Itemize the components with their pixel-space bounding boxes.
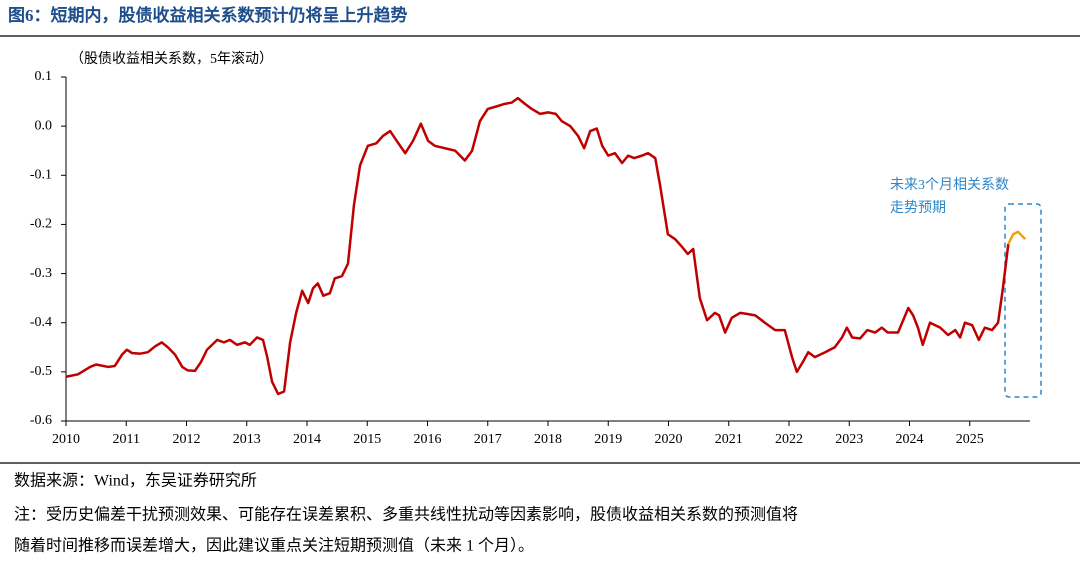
x-tick-label: 2019 — [594, 432, 622, 447]
x-tick-label: 2010 — [52, 432, 80, 447]
y-tick-label: 0.1 — [35, 69, 53, 84]
y-tick-label: -0.4 — [30, 315, 52, 330]
x-tick-label: 2011 — [113, 432, 140, 447]
note: 随着时间推移而误差增大，因此建议重点关注短期预测值（未来 1 个月）。 — [14, 537, 534, 555]
x-tick-label: 2025 — [956, 432, 984, 447]
x-tick-label: 2017 — [474, 432, 502, 447]
x-tick-label: 2021 — [715, 432, 743, 447]
x-tick-label: 2012 — [173, 432, 201, 447]
note: 注：受历史偏差干扰预测效果、可能存在误差累积、多重共线性扰动等因素影响，股债收益… — [14, 506, 798, 524]
x-tick-label: 2018 — [534, 432, 562, 447]
annotation: 走势预期 — [890, 200, 946, 216]
annotation: 未来3个月相关系数 — [890, 177, 1009, 193]
x-tick-label: 2016 — [414, 432, 442, 447]
series-line — [65, 96, 1010, 396]
y-tick-label: -0.1 — [30, 168, 52, 183]
y-tick-label: -0.6 — [30, 413, 52, 428]
x-tick-label: 2022 — [775, 432, 803, 447]
x-tick-label: 2024 — [896, 432, 924, 447]
x-tick-label: 2023 — [835, 432, 863, 447]
chart-title: 图6：短期内，股债收益相关系数预计仍将呈上升趋势 — [8, 5, 408, 25]
forecast-box — [1004, 203, 1042, 398]
x-tick-label: 2015 — [353, 432, 381, 447]
y-tick-label: -0.2 — [30, 217, 52, 232]
y-tick-label: -0.3 — [30, 266, 52, 281]
x-tick-label: 2014 — [293, 432, 321, 447]
y-tick-label: 0.0 — [35, 118, 53, 133]
source: 数据来源：Wind，东吴证券研究所 — [14, 472, 257, 490]
chart-subtitle: （股债收益相关系数，5年滚动） — [70, 50, 273, 67]
x-tick-label: 2020 — [655, 432, 683, 447]
y-tick-label: -0.5 — [30, 364, 52, 379]
series-line — [1007, 230, 1027, 245]
x-tick-label: 2013 — [233, 432, 261, 447]
